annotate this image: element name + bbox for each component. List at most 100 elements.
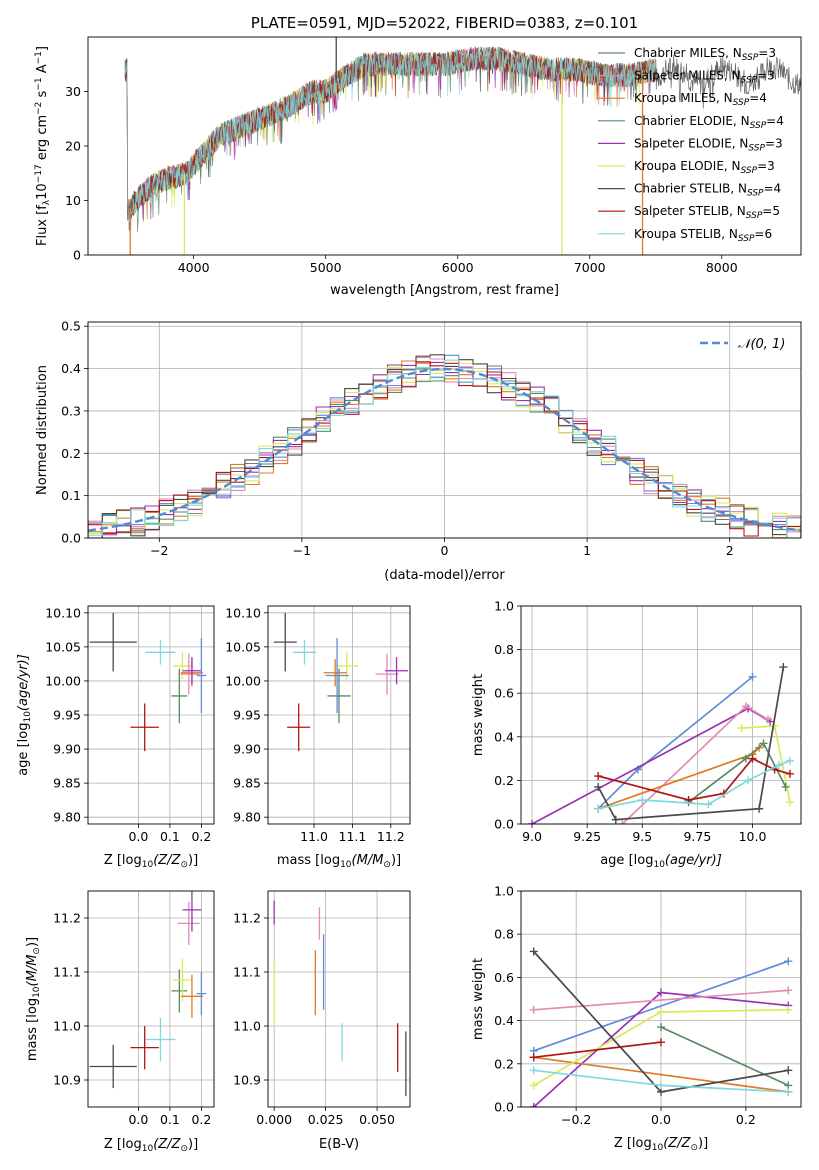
y-tick-label: 10.00 [45, 673, 81, 688]
label-part: (Z/Z [153, 853, 181, 868]
y-tick-label: 11.0 [53, 1019, 81, 1034]
label-part: ⊙ [180, 1144, 188, 1154]
y-tick-label: 11.0 [233, 1019, 261, 1034]
x-tick-label: 1 [583, 543, 591, 558]
label-part: ⊙ [690, 1143, 698, 1153]
x-tick-label: 0.2 [736, 1112, 756, 1127]
x-axis-label: (data-model)/error [384, 568, 505, 583]
weight-point [781, 782, 790, 791]
weight-point [657, 988, 665, 997]
y-tick-label: 9.90 [233, 742, 261, 757]
weight-point [737, 724, 746, 733]
age-vs-mass-axes: 11.0 11.1 11.2 9.80 9.85 9.90 9.95 10.00 10.05 10… [225, 605, 411, 844]
plot-area [89, 891, 207, 1089]
x-tick-label: 9.25 [573, 829, 601, 844]
x-tick-label: 0.1 [160, 829, 180, 844]
label-part: Kroupa MILES, N [634, 91, 733, 105]
legend-entry: Kroupa ELODIE, NSSP=3 [634, 159, 775, 176]
label-part: Salpeter ELODIE, N [634, 136, 748, 150]
weight-line [688, 741, 787, 803]
axes-frame [87, 36, 802, 256]
label-part: Salpeter MILES, N [634, 69, 741, 83]
weight-line [533, 989, 789, 1011]
weight-point [748, 754, 757, 763]
y-tick-label: 0.5 [61, 319, 81, 334]
label-part: A [35, 64, 50, 77]
weight-point [774, 761, 783, 770]
label-part: =3 [758, 46, 776, 60]
label-part: 10 [35, 183, 50, 200]
label-part: Salpeter STELIB, N [634, 204, 746, 218]
x-axis-label: mass [log10(M/M⊙)] [277, 853, 401, 870]
label-part: (age/yr)] [16, 654, 31, 711]
label-part: −17 [34, 164, 44, 183]
plot-area [88, 354, 801, 538]
x-tick-label: 6000 [442, 260, 474, 275]
x-tick-label: 0.0 [128, 829, 148, 844]
label-part: =3 [765, 136, 783, 150]
y-tick-label: 10.10 [45, 605, 81, 620]
x-tick-label: 7000 [574, 260, 606, 275]
label-part: Flux [f [35, 205, 50, 246]
legend-entry: 𝒩(0, 1) [738, 337, 785, 352]
weight-point [784, 986, 793, 995]
label-part: SSP [733, 98, 750, 108]
label-part: (M/M [352, 853, 384, 868]
plot-area [124, 37, 801, 255]
y-axis-label: mass weight [471, 958, 486, 1040]
label-part: =4 [749, 91, 767, 105]
label-part: age [log [16, 723, 31, 776]
y-tick-label: 0.0 [61, 531, 81, 546]
x-tick-label: −2 [150, 543, 168, 558]
label-part: mass [log [25, 998, 40, 1061]
x-tick-label: 11.0 [300, 829, 328, 844]
y-tick-label: 9.95 [233, 708, 261, 723]
weight-point [638, 796, 647, 805]
x-axis-label: age [log10(age/yr)] [600, 853, 722, 870]
label-part: )] [391, 853, 401, 868]
mass-vs-ebv-axes: 0.000 0.025 0.050 10.9 11.0 11.1 11.2 [233, 890, 411, 1127]
weight-point [785, 798, 794, 807]
label-part: SSP [738, 234, 755, 244]
label-part: Kroupa ELODIE, N [634, 159, 741, 173]
label-part: λ [42, 199, 52, 205]
weight-point [529, 947, 538, 956]
y-axis-label: Normed distribution [35, 365, 50, 495]
label-part: SSP [742, 53, 759, 63]
y-tick-label: 0.0 [494, 1100, 514, 1115]
axes-frame [520, 605, 802, 825]
label-part: erg cm [35, 115, 50, 164]
x-tick-label: 9.75 [683, 829, 711, 844]
label-part: s [35, 90, 50, 101]
spectrum-axes: 4000 5000 6000 7000 8000 0 10 20 30 [65, 36, 802, 275]
y-tick-label: 10.9 [53, 1073, 81, 1088]
weight-point [784, 1087, 793, 1096]
y-tick-label: 11.1 [233, 965, 261, 980]
x-axis-label: Z [log10(Z/Z⊙)] [104, 853, 198, 870]
x-tick-label: 2 [726, 543, 734, 558]
x-tick-label: 0.0 [651, 1112, 671, 1127]
x-tick-label: 0.1 [160, 1112, 180, 1127]
plot-area [273, 900, 407, 1097]
axes-frame [87, 605, 215, 825]
weight-line [533, 1056, 789, 1093]
label-part: Chabrier MILES, N [634, 46, 742, 60]
weight-line [660, 1026, 789, 1087]
weight-point [594, 772, 603, 781]
weight-point [744, 776, 753, 785]
weight-point [755, 804, 764, 813]
weight-line [533, 960, 789, 1052]
label-part: =3 [757, 159, 775, 173]
label-part: =5 [762, 204, 780, 218]
weight-point [763, 715, 772, 724]
spectrum-line [124, 46, 657, 223]
weight-point [528, 820, 537, 824]
y-axis-label: mass [log10(M/M⊙)] [25, 937, 42, 1061]
y-axis-label: age [log10(age/yr)] [16, 654, 33, 776]
y-tick-label: 11.1 [53, 965, 81, 980]
label-part: 10 [142, 860, 154, 870]
label-part: 10 [652, 1143, 664, 1153]
label-part: )] [25, 937, 40, 947]
label-part: 10 [23, 711, 33, 723]
label-part: Z [log [614, 1136, 652, 1151]
